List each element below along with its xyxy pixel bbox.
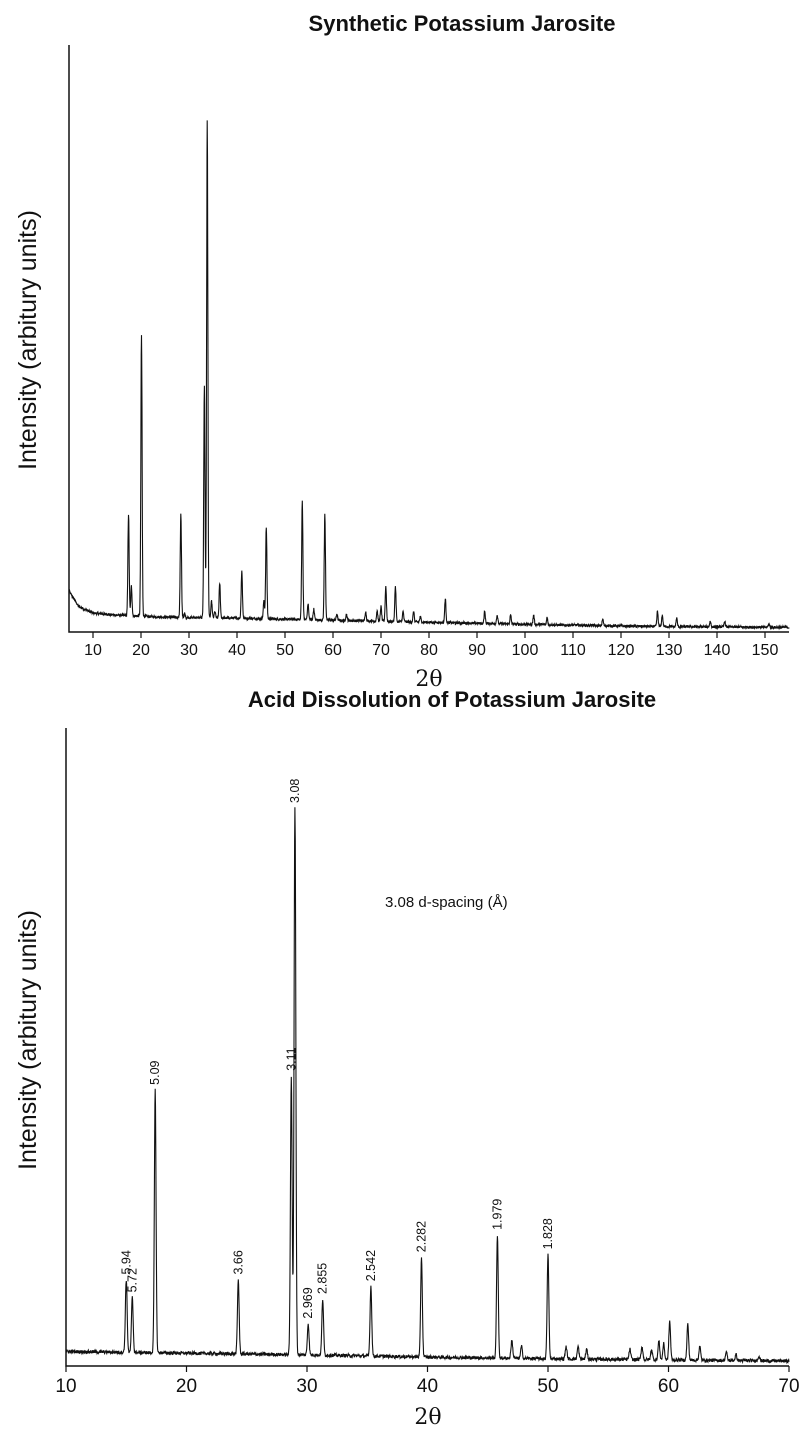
chart2-title: Acid Dissolution of Potassium Jarosite <box>248 687 656 712</box>
peak-label: 5.09 <box>148 1060 162 1084</box>
x-tick-label: 90 <box>468 642 486 659</box>
x-tick-label: 30 <box>180 642 198 659</box>
chart2-x-axis-label: 2θ <box>414 1405 441 1430</box>
x-tick-label: 130 <box>656 642 683 659</box>
chart-acid-dissolution: Acid Dissolution of Potassium Jarosite I… <box>14 687 800 1430</box>
x-tick-label: 50 <box>537 1376 558 1397</box>
x-tick-label: 30 <box>296 1376 317 1397</box>
x-tick-label: 10 <box>84 642 102 659</box>
peak-label: 5.72 <box>125 1268 139 1292</box>
x-tick-label: 110 <box>560 642 586 659</box>
chart2-x-ticks: 10 20 30 40 50 60 70 <box>55 1366 800 1397</box>
peak-label: 3.66 <box>231 1250 245 1274</box>
peak-label: 3.11 <box>284 1047 298 1070</box>
chart1-axes <box>68 45 789 633</box>
x-tick-label: 20 <box>132 642 150 659</box>
x-tick-label: 100 <box>512 642 539 659</box>
x-tick-label: 60 <box>658 1376 679 1397</box>
chart1-y-axis-label: Intensity (arbitury units) <box>14 210 42 470</box>
peak-label: 2.542 <box>364 1250 378 1281</box>
x-tick-label: 20 <box>176 1376 197 1397</box>
x-tick-label: 70 <box>372 642 390 659</box>
x-tick-label: 80 <box>420 642 438 659</box>
chart-synthetic-jarosite: Synthetic Potassium Jarosite Intensity (… <box>14 11 790 692</box>
chart1-x-axis-label: 2θ <box>415 667 442 692</box>
chart1-x-ticks: 10 20 30 40 50 60 70 80 90 100 110 120 130 140 150 <box>84 632 778 659</box>
x-tick-label: 70 <box>778 1376 799 1397</box>
chart2-axes <box>65 728 789 1367</box>
peak-label: 3.08 <box>288 779 302 803</box>
peak-label: 2.969 <box>301 1287 315 1318</box>
x-tick-label: 40 <box>228 642 246 659</box>
x-tick-label: 140 <box>704 642 731 659</box>
x-tick-label: 40 <box>417 1376 438 1397</box>
peak-label: 5.94 <box>119 1250 133 1274</box>
peak-label: 2.855 <box>316 1263 330 1294</box>
chart2-y-axis-label: Intensity (arbitury units) <box>14 910 42 1170</box>
chart2-annotation: 3.08 d-spacing (Å) <box>385 894 508 911</box>
peak-label: 2.282 <box>414 1221 428 1252</box>
x-tick-label: 150 <box>752 642 779 659</box>
x-tick-label: 50 <box>276 642 294 659</box>
chart2-series-line <box>65 807 790 1365</box>
x-tick-label: 60 <box>324 642 342 659</box>
x-tick-label: 120 <box>608 642 635 659</box>
chart1-series-line <box>68 120 790 631</box>
peak-label: 1.828 <box>541 1218 555 1249</box>
x-tick-label: 10 <box>55 1376 76 1397</box>
peak-label: 1.979 <box>490 1199 504 1230</box>
chart1-title: Synthetic Potassium Jarosite <box>309 11 616 36</box>
